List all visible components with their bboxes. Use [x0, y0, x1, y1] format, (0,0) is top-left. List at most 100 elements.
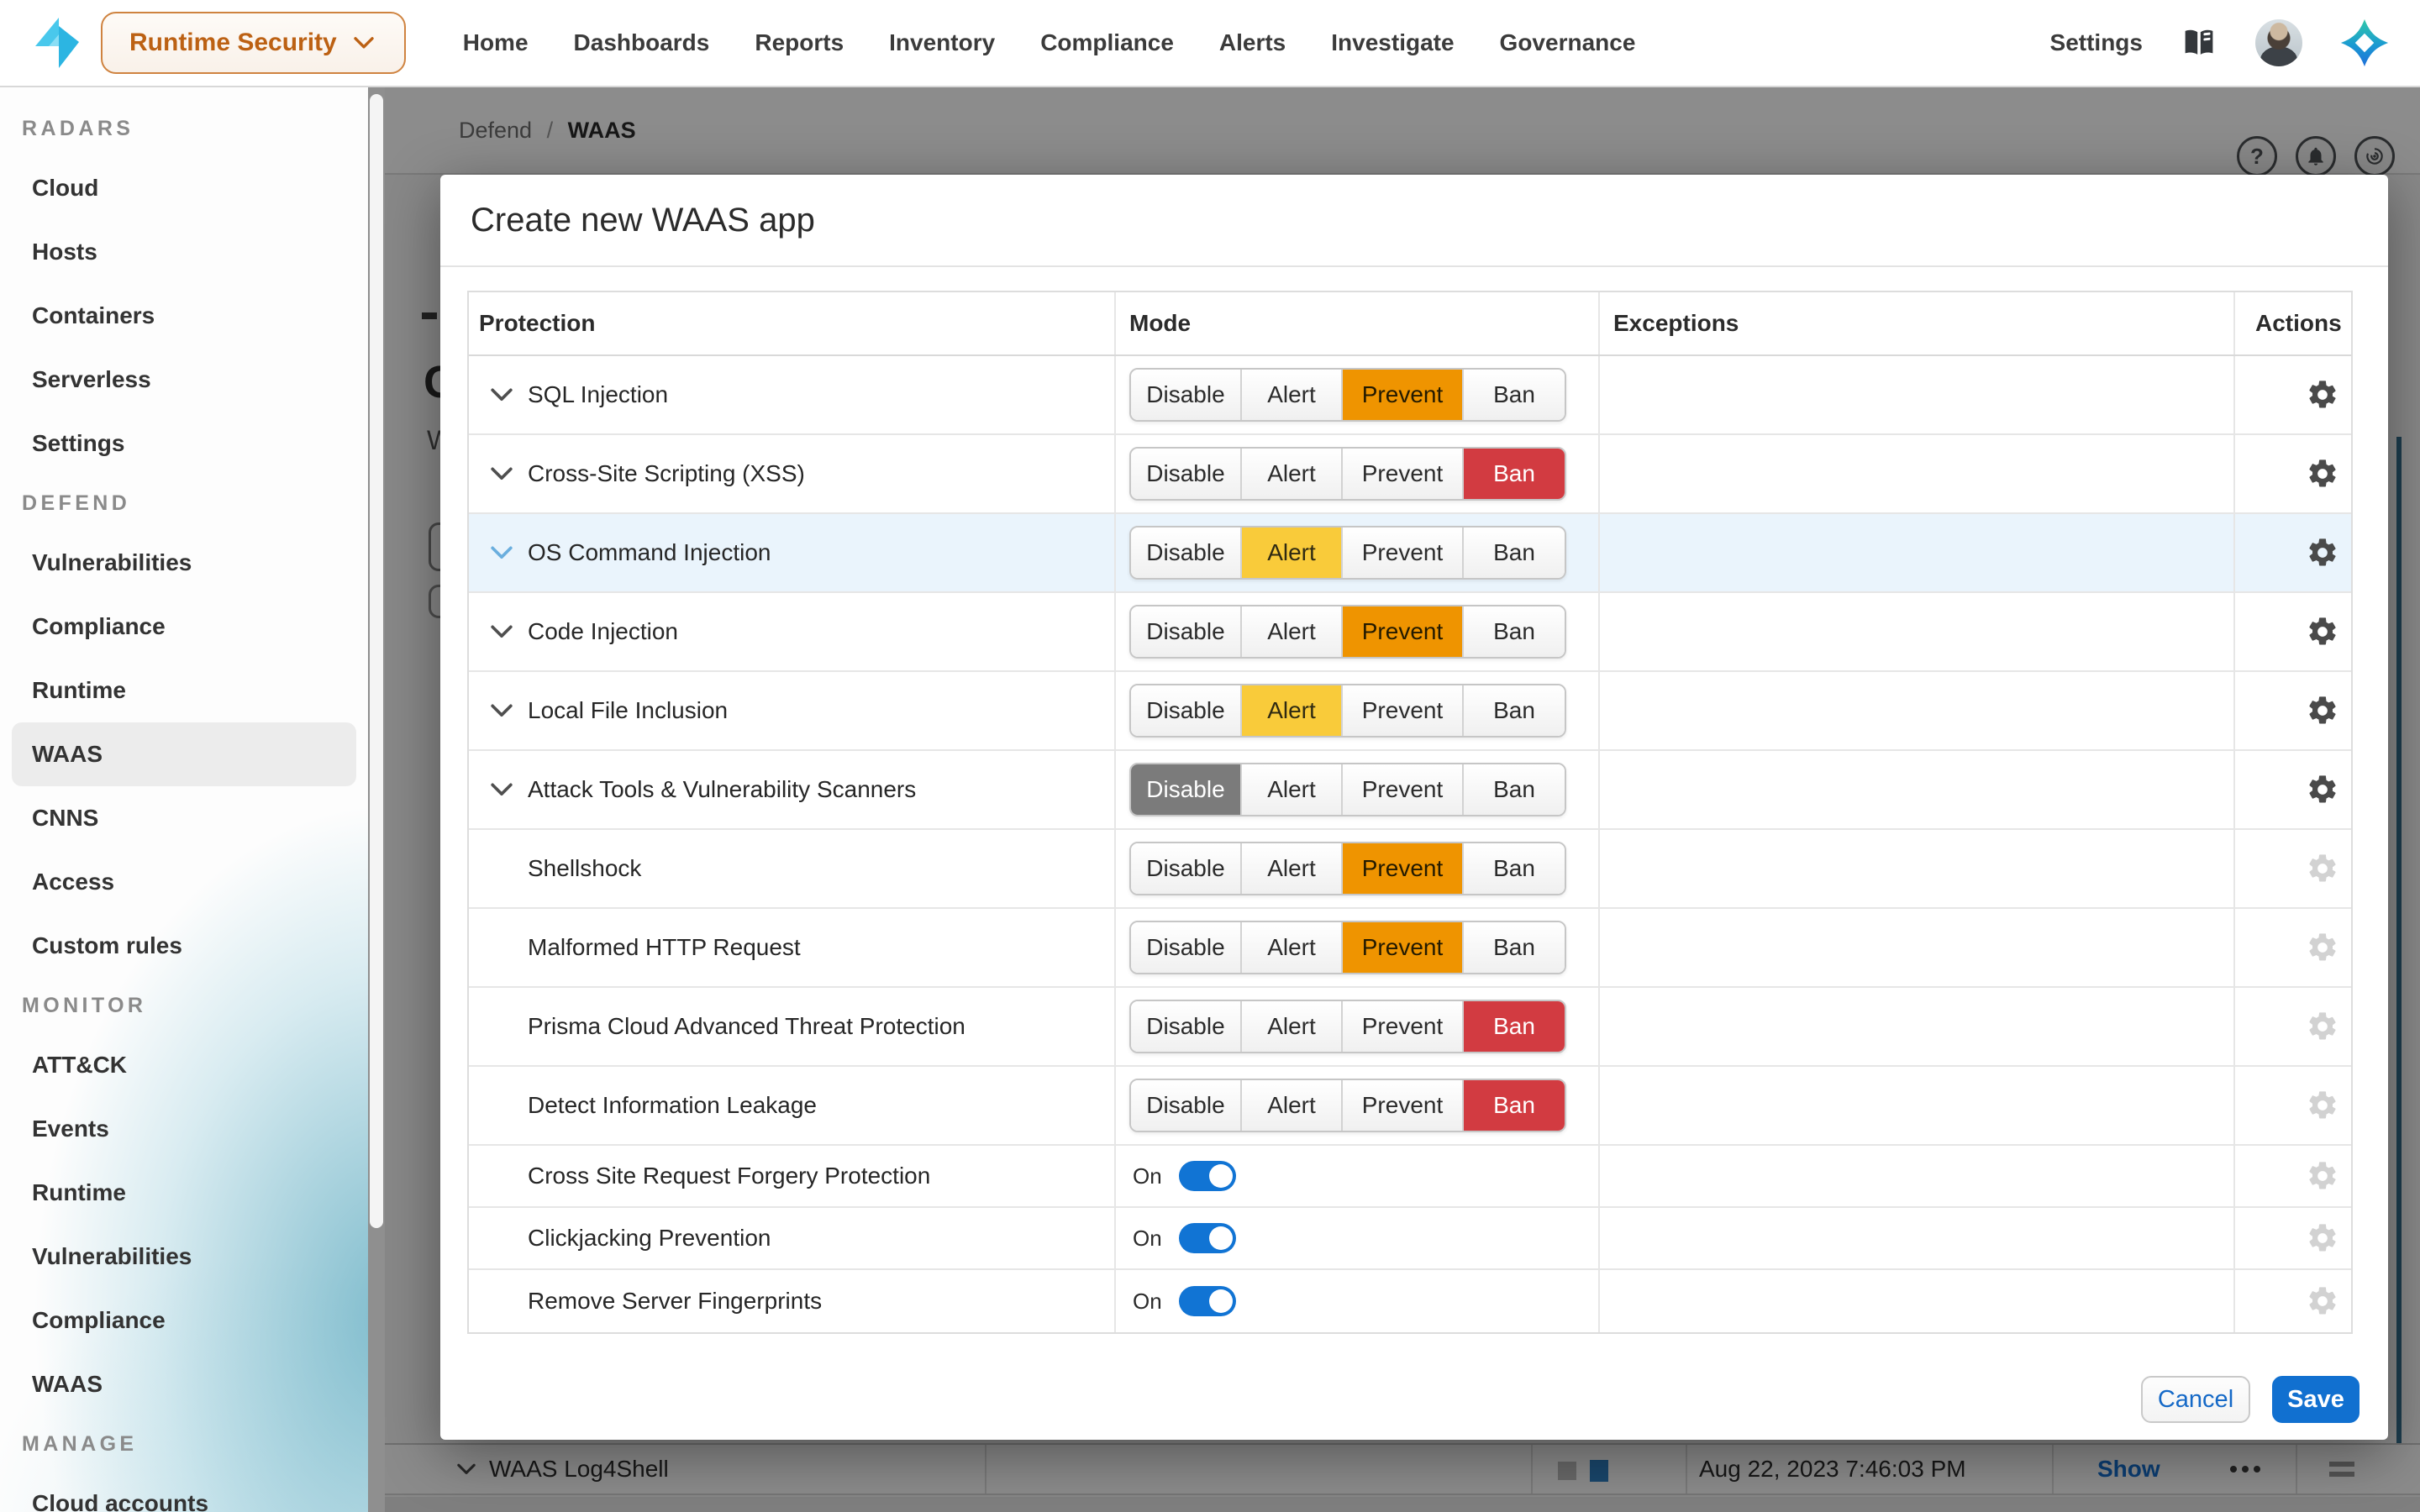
mode-prevent-button[interactable]: Prevent — [1343, 449, 1464, 499]
chevron-down-icon[interactable] — [491, 387, 513, 402]
gear-icon[interactable] — [2306, 694, 2339, 727]
mode-ban-button-selected[interactable]: Ban — [1464, 1001, 1565, 1052]
gear-icon[interactable] — [2306, 852, 2339, 885]
sidebar-item-settings[interactable]: Settings — [32, 430, 125, 456]
toggle-switch-on[interactable] — [1178, 1223, 1236, 1253]
sidebar-item-monitor-runtime[interactable]: Runtime — [32, 1179, 126, 1205]
nav-item-investigate[interactable]: Investigate — [1331, 29, 1455, 55]
mode-disable-button[interactable]: Disable — [1131, 370, 1242, 420]
mode-ban-button[interactable]: Ban — [1464, 528, 1565, 578]
chevron-down-icon[interactable] — [491, 703, 513, 718]
gear-icon[interactable] — [2306, 1089, 2339, 1122]
mode-prevent-button-selected[interactable]: Prevent — [1343, 843, 1464, 894]
toggle-switch-on[interactable] — [1178, 1161, 1236, 1191]
sidebar-item-monitor-vulnerabilities[interactable]: Vulnerabilities — [32, 1243, 192, 1269]
mode-disable-button[interactable]: Disable — [1131, 843, 1242, 894]
mode-disable-button[interactable]: Disable — [1131, 922, 1242, 973]
sidebar-item-cloud[interactable]: Cloud — [32, 175, 99, 201]
toggle-switch-on[interactable] — [1178, 1286, 1236, 1316]
mode-alert-button[interactable]: Alert — [1242, 606, 1343, 657]
mode-alert-button[interactable]: Alert — [1242, 449, 1343, 499]
nav-item-dashboards[interactable]: Dashboards — [573, 29, 710, 55]
mode-prevent-button[interactable]: Prevent — [1343, 685, 1464, 736]
mode-disable-button[interactable]: Disable — [1131, 1080, 1242, 1131]
nav-item-reports[interactable]: Reports — [755, 29, 844, 55]
nav-item-governance[interactable]: Governance — [1499, 29, 1636, 55]
product-switcher[interactable]: Runtime Security — [101, 12, 406, 74]
more-actions-icon[interactable] — [2230, 1466, 2260, 1473]
help-icon[interactable]: ? — [2237, 136, 2277, 176]
mode-ban-button[interactable]: Ban — [1464, 843, 1565, 894]
mode-prevent-button-selected[interactable]: Prevent — [1343, 606, 1464, 657]
sidebar-item-runtime[interactable]: Runtime — [32, 677, 126, 703]
mode-alert-button[interactable]: Alert — [1242, 764, 1343, 815]
breadcrumb-section[interactable]: Defend — [459, 117, 533, 143]
sidebar-item-events[interactable]: Events — [32, 1116, 109, 1142]
gear-icon[interactable] — [2306, 457, 2339, 491]
menu-icon[interactable] — [2329, 1457, 2354, 1482]
mode-disable-button-selected[interactable]: Disable — [1131, 764, 1242, 815]
gear-icon[interactable] — [2306, 615, 2339, 648]
sidebar-item-serverless[interactable]: Serverless — [32, 366, 151, 392]
nav-item-home[interactable]: Home — [462, 29, 529, 55]
mode-ban-button[interactable]: Ban — [1464, 922, 1565, 973]
mode-ban-button[interactable]: Ban — [1464, 764, 1565, 815]
sidebar-item-monitor-waas[interactable]: WAAS — [32, 1371, 103, 1397]
mode-alert-button[interactable]: Alert — [1242, 370, 1343, 420]
chevron-down-icon[interactable] — [491, 624, 513, 639]
mode-ban-button-selected[interactable]: Ban — [1464, 449, 1565, 499]
mode-alert-button-selected[interactable]: Alert — [1242, 528, 1343, 578]
nav-item-compliance[interactable]: Compliance — [1040, 29, 1174, 55]
mode-alert-button[interactable]: Alert — [1242, 1080, 1343, 1131]
gear-icon[interactable] — [2306, 1284, 2339, 1318]
sidebar-item-hosts[interactable]: Hosts — [32, 239, 97, 265]
mode-prevent-button-selected[interactable]: Prevent — [1343, 922, 1464, 973]
sidebar-item-vulnerabilities[interactable]: Vulnerabilities — [32, 549, 192, 575]
mode-disable-button[interactable]: Disable — [1131, 449, 1242, 499]
mode-ban-button-selected[interactable]: Ban — [1464, 1080, 1565, 1131]
nav-item-inventory[interactable]: Inventory — [889, 29, 996, 55]
sidebar-item-attack[interactable]: ATT&CK — [32, 1052, 128, 1078]
sidebar-item-containers[interactable]: Containers — [32, 302, 155, 328]
chevron-down-icon[interactable] — [491, 545, 513, 560]
mode-disable-button[interactable]: Disable — [1131, 685, 1242, 736]
sidebar-item-custom-rules[interactable]: Custom rules — [32, 932, 182, 958]
chevron-down-icon[interactable] — [491, 466, 513, 481]
mode-disable-button[interactable]: Disable — [1131, 528, 1242, 578]
mode-prevent-button[interactable]: Prevent — [1343, 528, 1464, 578]
mode-disable-button[interactable]: Disable — [1131, 1001, 1242, 1052]
mode-ban-button[interactable]: Ban — [1464, 606, 1565, 657]
mode-alert-button-selected[interactable]: Alert — [1242, 685, 1343, 736]
mode-alert-button[interactable]: Alert — [1242, 922, 1343, 973]
gear-icon[interactable] — [2306, 536, 2339, 570]
chevron-down-icon[interactable] — [491, 782, 513, 797]
sidebar-item-waas-active[interactable]: WAAS — [12, 722, 356, 786]
prisma-cloud-logo-icon[interactable] — [2339, 18, 2390, 68]
mode-disable-button[interactable]: Disable — [1131, 606, 1242, 657]
sidebar-item-cloud-accounts[interactable]: Cloud accounts — [32, 1490, 209, 1512]
cancel-button[interactable]: Cancel — [2141, 1376, 2250, 1423]
mode-prevent-button[interactable]: Prevent — [1343, 1001, 1464, 1052]
sidebar-item-cnns[interactable]: CNNS — [32, 805, 99, 831]
user-avatar[interactable] — [2255, 19, 2302, 66]
mode-alert-button[interactable]: Alert — [1242, 843, 1343, 894]
gear-icon[interactable] — [2306, 1010, 2339, 1043]
sidebar-item-monitor-compliance[interactable]: Compliance — [32, 1307, 166, 1333]
waas-rule-row[interactable]: WAAS Log4Shell Aug 22, 2023 7:46:03 PM S… — [385, 1443, 2420, 1495]
bell-icon[interactable] — [2296, 136, 2336, 176]
settings-link[interactable]: Settings — [2049, 29, 2143, 55]
mode-prevent-button-selected[interactable]: Prevent — [1343, 370, 1464, 420]
mode-alert-button[interactable]: Alert — [1242, 1001, 1343, 1052]
mode-ban-button[interactable]: Ban — [1464, 370, 1565, 420]
sidebar-item-access[interactable]: Access — [32, 869, 115, 895]
sidebar-item-compliance[interactable]: Compliance — [32, 613, 166, 639]
mode-prevent-button[interactable]: Prevent — [1343, 1080, 1464, 1131]
mode-ban-button[interactable]: Ban — [1464, 685, 1565, 736]
nav-item-alerts[interactable]: Alerts — [1218, 29, 1286, 55]
gear-icon[interactable] — [2306, 378, 2339, 412]
save-button[interactable]: Save — [2272, 1376, 2360, 1423]
gear-icon[interactable] — [2306, 1221, 2339, 1255]
show-link[interactable]: Show — [2097, 1456, 2160, 1482]
gear-icon[interactable] — [2306, 1159, 2339, 1193]
gear-icon[interactable] — [2306, 931, 2339, 964]
